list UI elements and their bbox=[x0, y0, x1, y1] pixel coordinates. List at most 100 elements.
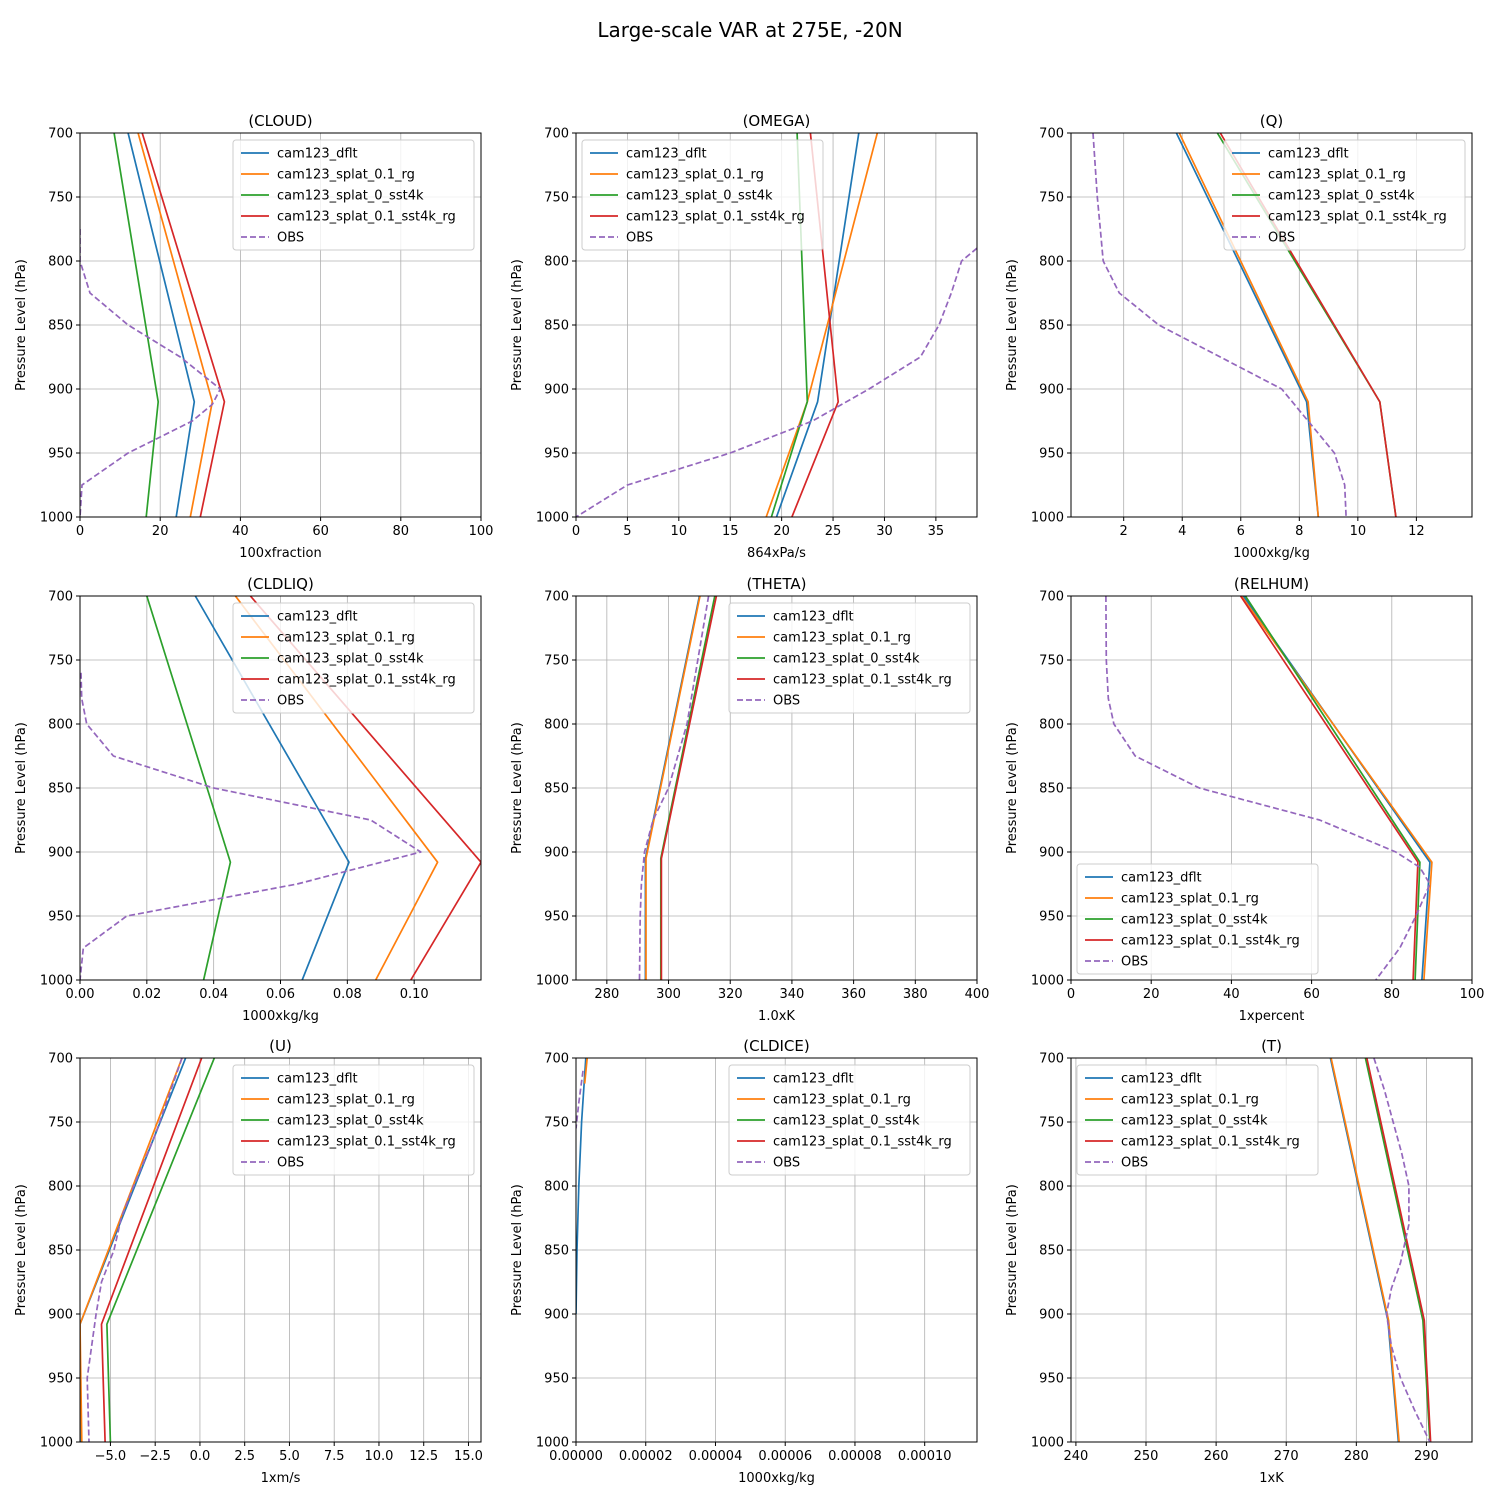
y-tick-label: 900 bbox=[48, 1308, 73, 1323]
legend-label: cam123_splat_0.1_sst4k_rg bbox=[1121, 1135, 1300, 1150]
series-line bbox=[1364, 1058, 1431, 1442]
x-tick-label: −5.0 bbox=[95, 1449, 127, 1464]
legend-label: cam123_splat_0.1_rg bbox=[773, 1093, 911, 1108]
y-tick-label: 900 bbox=[1039, 1308, 1064, 1323]
panel: −5.0 −2.5 0.0 2.5 5.0 7.5 10.0 12.5 15.0 700 750 80… bbox=[14, 1037, 483, 1486]
series-group bbox=[576, 1058, 589, 1315]
y-tick-label: 1000 bbox=[1031, 974, 1064, 989]
y-tick-label: 800 bbox=[48, 1180, 73, 1195]
x-tick-label: 80 bbox=[393, 524, 410, 539]
series-line bbox=[576, 1070, 584, 1129]
y-tick-label: 1000 bbox=[1031, 1436, 1064, 1451]
x-tick-label: 0.04 bbox=[199, 987, 228, 1002]
x-tick-label: 280 bbox=[594, 987, 619, 1002]
x-tick-label: 20 bbox=[1143, 987, 1160, 1002]
x-tick-label: 30 bbox=[876, 524, 893, 539]
y-tick-label: 800 bbox=[48, 718, 73, 733]
y-axis-label: Pressure Level (hPa) bbox=[510, 722, 525, 854]
y-tick-label: 700 bbox=[544, 127, 569, 142]
x-tick-label: 380 bbox=[903, 987, 928, 1002]
x-axis-label: 1xK bbox=[1259, 1471, 1284, 1486]
x-axis-label: 1000xkg/kg bbox=[738, 1471, 815, 1486]
x-tick-label: 0.00 bbox=[66, 987, 95, 1002]
x-tick-label: 0.02 bbox=[132, 987, 161, 1002]
y-tick-label: 850 bbox=[48, 1244, 73, 1259]
series-line bbox=[583, 1058, 589, 1084]
series-line bbox=[137, 133, 214, 517]
legend-label: cam123_splat_0.1_sst4k_rg bbox=[277, 673, 456, 688]
series-line bbox=[127, 133, 196, 517]
legend-label: OBS bbox=[1268, 231, 1295, 246]
y-tick-label: 850 bbox=[1039, 319, 1064, 334]
x-tick-label: 2.5 bbox=[234, 1449, 255, 1464]
legend: cam123_dflt cam123_splat_0.1_rg cam123_spl… bbox=[581, 139, 824, 251]
x-tick-label: 60 bbox=[1303, 987, 1320, 1002]
x-tick-label: 0.00002 bbox=[619, 1449, 673, 1464]
y-tick-label: 750 bbox=[1039, 191, 1064, 206]
legend-label: cam123_splat_0.1_rg bbox=[626, 168, 764, 183]
series-line bbox=[80, 1058, 183, 1442]
x-axis-label: 1000xkg/kg bbox=[1233, 546, 1310, 561]
x-tick-label: 290 bbox=[1414, 1449, 1439, 1464]
y-tick-label: 800 bbox=[544, 255, 569, 270]
legend-label: cam123_splat_0.1_rg bbox=[1268, 168, 1406, 183]
x-axis-label: 864xPa/s bbox=[747, 546, 806, 561]
legend-box bbox=[1076, 1064, 1319, 1176]
series-line bbox=[145, 596, 232, 980]
x-tick-label: 10 bbox=[671, 524, 688, 539]
legend-box bbox=[232, 602, 475, 714]
y-tick-label: 950 bbox=[544, 1372, 569, 1387]
series-group bbox=[1105, 596, 1433, 980]
series-line bbox=[100, 1058, 203, 1442]
x-tick-label: 7.5 bbox=[324, 1449, 345, 1464]
y-axis-label: Pressure Level (hPa) bbox=[510, 1184, 525, 1316]
series-line bbox=[1373, 1058, 1431, 1442]
panel-title: (T) bbox=[1261, 1037, 1282, 1055]
y-tick-label: 800 bbox=[544, 1180, 569, 1195]
y-tick-label: 950 bbox=[1039, 447, 1064, 462]
y-tick-label: 950 bbox=[1039, 910, 1064, 925]
x-tick-label: 40 bbox=[1223, 987, 1240, 1002]
y-tick-label: 750 bbox=[1039, 654, 1064, 669]
series-line bbox=[638, 596, 710, 980]
y-tick-label: 1000 bbox=[536, 1436, 569, 1451]
y-tick-label: 900 bbox=[544, 846, 569, 861]
x-tick-label: 10 bbox=[1350, 524, 1367, 539]
x-tick-label: 2 bbox=[1120, 524, 1128, 539]
legend-label: cam123_splat_0.1_sst4k_rg bbox=[773, 673, 952, 688]
y-tick-label: 850 bbox=[1039, 782, 1064, 797]
y-axis-label: Pressure Level (hPa) bbox=[14, 722, 29, 854]
x-tick-label: 10.0 bbox=[364, 1449, 393, 1464]
panel-title: (OMEGA) bbox=[743, 112, 811, 130]
legend-label: cam123_splat_0_sst4k bbox=[626, 189, 773, 204]
y-tick-label: 1000 bbox=[40, 511, 73, 526]
y-tick-label: 950 bbox=[1039, 1372, 1064, 1387]
series-line bbox=[1092, 133, 1347, 517]
y-tick-label: 800 bbox=[544, 718, 569, 733]
y-tick-label: 800 bbox=[1039, 255, 1064, 270]
panel-title: (CLDLIQ) bbox=[247, 575, 314, 593]
x-tick-label: 25 bbox=[825, 524, 842, 539]
legend-box bbox=[581, 139, 824, 251]
x-tick-label: 12 bbox=[1408, 524, 1425, 539]
legend-label: OBS bbox=[277, 231, 304, 246]
y-tick-label: 700 bbox=[1039, 1052, 1064, 1067]
panel: 0 20 40 60 80 100 700 750 800 850 900 950 1000 (RELHU… bbox=[1005, 575, 1484, 1024]
series-line bbox=[775, 133, 860, 517]
y-tick-label: 1000 bbox=[536, 511, 569, 526]
legend: cam123_dflt cam123_splat_0.1_rg cam123_spl… bbox=[232, 1064, 475, 1176]
y-tick-label: 950 bbox=[48, 447, 73, 462]
x-tick-label: 8 bbox=[1295, 524, 1303, 539]
panel: 0 20 40 60 80 100 700 750 800 850 900 950 1000 (CLOUD… bbox=[14, 112, 493, 561]
x-tick-label: −2.5 bbox=[139, 1449, 171, 1464]
y-tick-label: 950 bbox=[48, 910, 73, 925]
x-tick-label: 12.5 bbox=[409, 1449, 438, 1464]
panel-title: (Q) bbox=[1260, 112, 1284, 130]
legend-label: cam123_dflt bbox=[1268, 147, 1349, 162]
x-tick-label: 5 bbox=[623, 524, 631, 539]
panel: 0 5 10 15 20 25 30 35 700 750 800 850 900 950 1000 (OME… bbox=[510, 112, 978, 561]
legend-label: OBS bbox=[773, 1156, 800, 1171]
legend-box bbox=[728, 602, 971, 714]
x-tick-label: 35 bbox=[928, 524, 945, 539]
legend-box bbox=[1223, 139, 1466, 251]
